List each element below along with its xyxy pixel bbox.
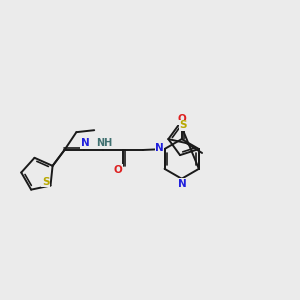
Text: O: O bbox=[114, 165, 122, 175]
Text: N: N bbox=[178, 179, 187, 189]
Text: S: S bbox=[179, 120, 187, 130]
Text: O: O bbox=[177, 114, 186, 124]
Text: NH: NH bbox=[96, 138, 112, 148]
Text: S: S bbox=[42, 177, 49, 187]
Text: N: N bbox=[81, 138, 90, 148]
Text: N: N bbox=[155, 143, 164, 153]
